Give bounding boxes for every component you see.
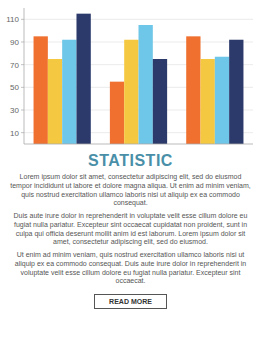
- bar: [76, 14, 90, 144]
- bar: [139, 25, 153, 144]
- bar: [229, 40, 243, 144]
- bar: [201, 59, 215, 144]
- bar-chart: 10 30 50 70 90 110: [0, 0, 261, 150]
- x-axis: [24, 144, 253, 145]
- tick-mark: [21, 42, 24, 43]
- tick-label: 70: [10, 61, 19, 70]
- tick-mark: [21, 19, 24, 20]
- tick-mark: [21, 110, 24, 111]
- bars: [34, 14, 244, 144]
- tick-mark: [21, 132, 24, 133]
- tick-label: 90: [10, 38, 19, 47]
- tick-label: 110: [6, 15, 19, 24]
- paragraph: Lorem ipsum dolor sit amet, consectetur …: [10, 173, 251, 208]
- bar: [186, 36, 200, 144]
- paragraph: Ut enim ad minim veniam, quis nostrud ex…: [10, 251, 251, 286]
- text-area: STATISTIC Lorem ipsum dolor sit amet, con…: [0, 150, 261, 309]
- bar: [48, 59, 62, 144]
- bar: [110, 82, 124, 144]
- tick-label: 30: [10, 106, 19, 115]
- tick-mark: [21, 87, 24, 88]
- bar: [34, 36, 48, 144]
- bar: [153, 59, 167, 144]
- read-more-button[interactable]: READ MORE: [94, 294, 167, 309]
- bar: [215, 57, 229, 144]
- tick-label: 50: [10, 83, 19, 92]
- bar: [124, 40, 138, 144]
- tick-label: 10: [10, 129, 19, 138]
- paragraph: Duis aute irure dolor in reprehenderit i…: [10, 212, 251, 247]
- grid-line: [24, 19, 253, 20]
- y-axis: [24, 8, 25, 144]
- title: STATISTIC: [10, 152, 251, 170]
- bar: [62, 40, 76, 144]
- tick-mark: [21, 64, 24, 65]
